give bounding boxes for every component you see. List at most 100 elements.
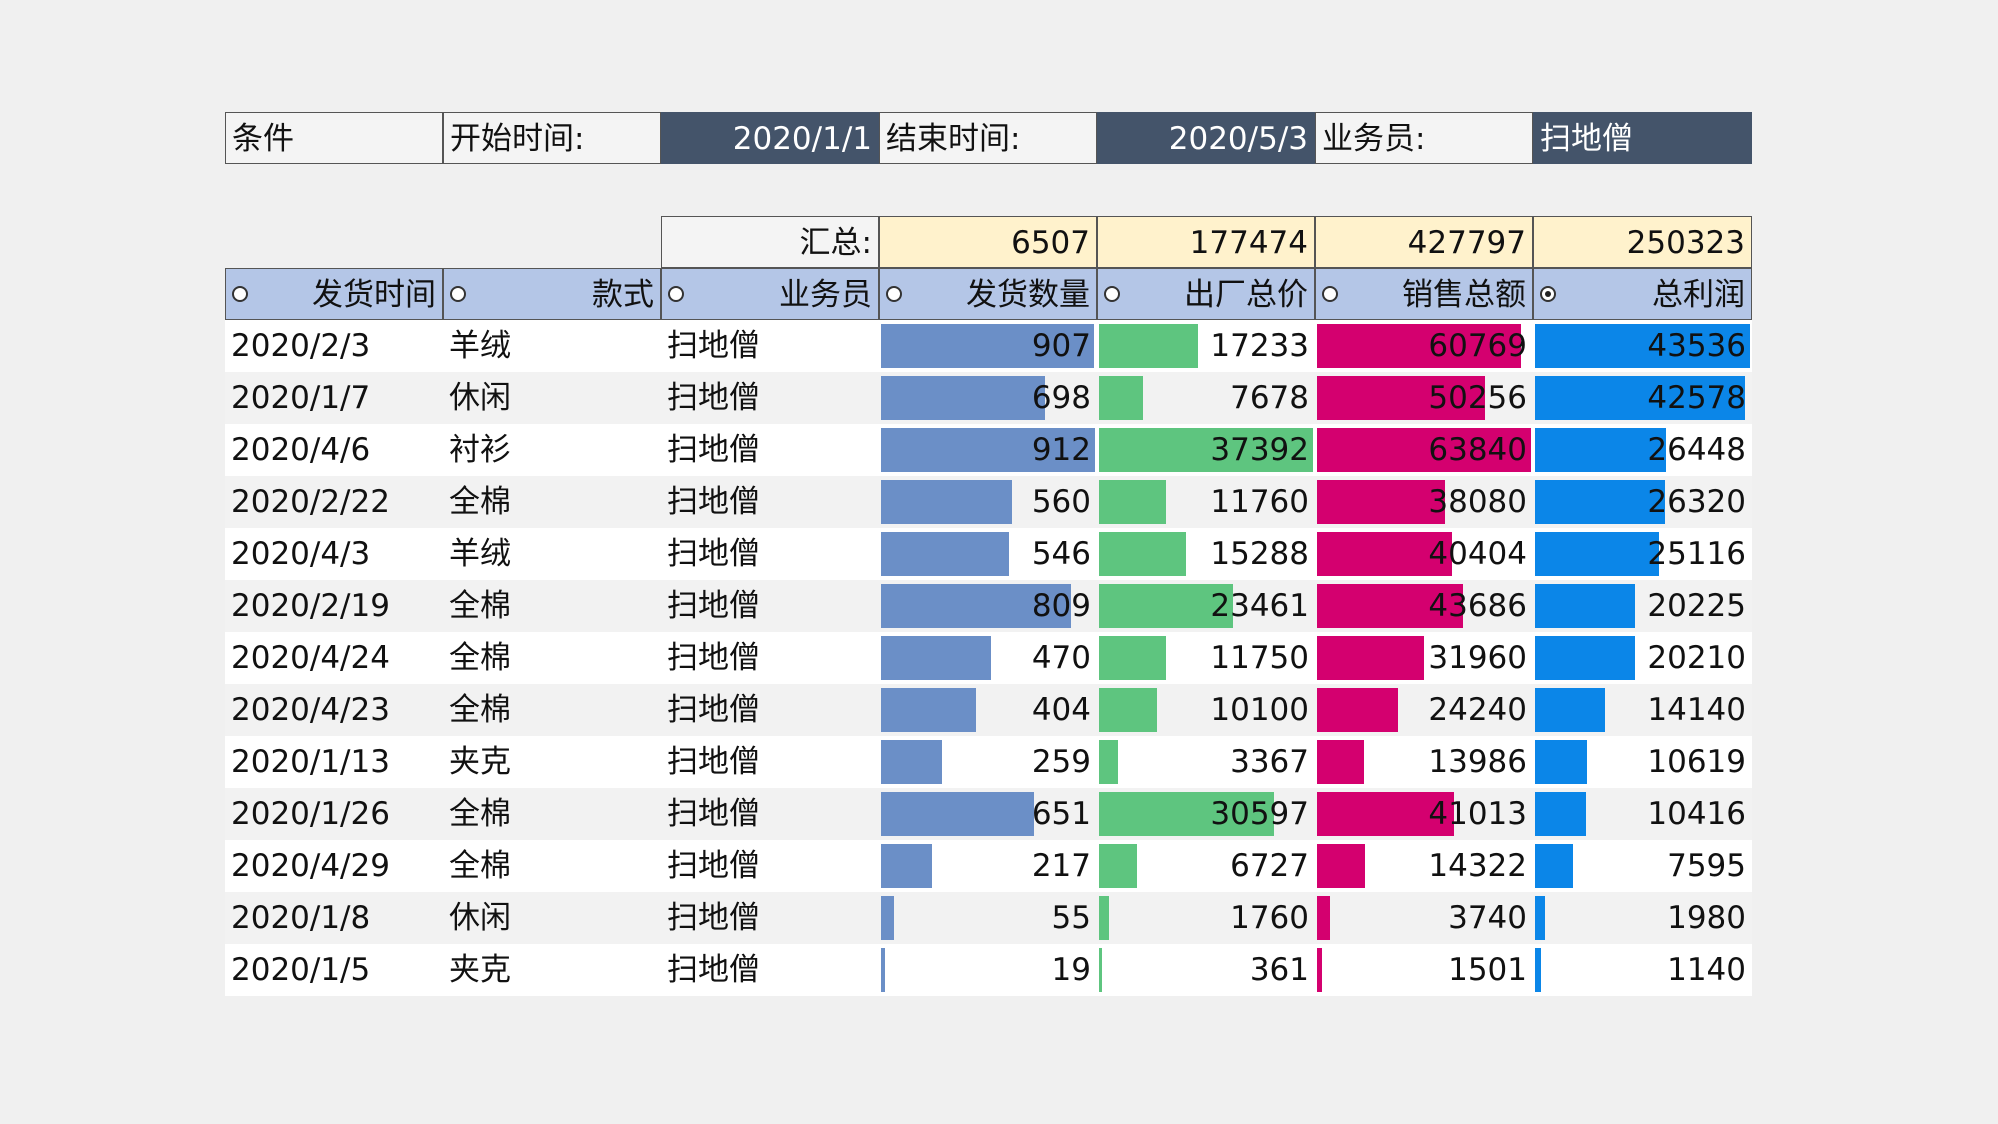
data-bar-sales xyxy=(1317,480,1445,524)
cell-cost: 15288 xyxy=(1097,528,1315,580)
cell-staff: 扫地僧 xyxy=(667,796,760,832)
data-bar-sales xyxy=(1317,688,1398,732)
summary-sales: 427797 xyxy=(1315,216,1533,268)
cell-style: 全棉 xyxy=(449,796,511,832)
header-profit[interactable]: 总利润 xyxy=(1533,268,1752,320)
cell-style: 全棉 xyxy=(449,848,511,884)
cell-style: 全棉 xyxy=(449,692,511,728)
header-qty[interactable]: 发货数量 xyxy=(879,268,1097,320)
cell-staff: 扫地僧 xyxy=(667,848,760,884)
data-bar-cost xyxy=(1099,584,1233,628)
header-sales[interactable]: 销售总额 xyxy=(1315,268,1533,320)
cell-date: 2020/4/3 xyxy=(231,536,371,572)
cell-staff: 扫地僧 xyxy=(667,380,760,416)
cell-qty: 19 xyxy=(879,944,1097,996)
cell-profit: 20225 xyxy=(1533,580,1752,632)
data-bar-cost xyxy=(1099,636,1166,680)
cell-date: 2020/4/23 xyxy=(231,692,390,728)
sort-radio-sales[interactable] xyxy=(1322,286,1338,302)
data-bar-profit xyxy=(1535,584,1635,628)
condition-row: 条件 开始时间: 2020/1/1 结束时间: 2020/5/3 业务员: 扫地… xyxy=(225,112,1752,164)
table-row: 2020/4/23 全棉 扫地僧 404 10100 24240 14140 xyxy=(225,684,1752,736)
sort-radio-style[interactable] xyxy=(450,286,466,302)
end-time-input[interactable]: 2020/5/3 xyxy=(1097,112,1315,164)
data-bar-cost xyxy=(1099,740,1118,784)
cell-cost: 3367 xyxy=(1097,736,1315,788)
cell-sales: 50256 xyxy=(1315,372,1533,424)
header-style[interactable]: 款式 xyxy=(443,268,661,320)
data-bar-cost xyxy=(1099,428,1313,472)
cell-staff: 扫地僧 xyxy=(667,692,760,728)
cell-profit: 10416 xyxy=(1533,788,1752,840)
start-time-input[interactable]: 2020/1/1 xyxy=(661,112,879,164)
cell-profit: 42578 xyxy=(1533,372,1752,424)
summary-profit: 250323 xyxy=(1533,216,1752,268)
cell-cost: 37392 xyxy=(1097,424,1315,476)
data-bar-profit xyxy=(1535,688,1605,732)
cell-sales: 24240 xyxy=(1315,684,1533,736)
cell-cost: 10100 xyxy=(1097,684,1315,736)
sort-radio-profit[interactable] xyxy=(1540,286,1556,302)
data-bar-sales xyxy=(1317,896,1330,940)
header-cost[interactable]: 出厂总价 xyxy=(1097,268,1315,320)
data-bar-profit xyxy=(1535,948,1541,992)
data-bar-qty xyxy=(881,532,1009,576)
cell-date: 2020/2/22 xyxy=(231,484,390,520)
cell-profit: 20210 xyxy=(1533,632,1752,684)
data-bar-profit xyxy=(1535,896,1545,940)
data-bar-qty xyxy=(881,428,1095,472)
data-bar-qty xyxy=(881,792,1034,836)
data-bar-qty xyxy=(881,896,894,940)
cell-date: 2020/4/24 xyxy=(231,640,390,676)
cell-date: 2020/2/19 xyxy=(231,588,390,624)
data-bar-sales xyxy=(1317,324,1521,368)
cell-profit: 14140 xyxy=(1533,684,1752,736)
cell-staff: 扫地僧 xyxy=(667,588,760,624)
cell-date: 2020/4/29 xyxy=(231,848,390,884)
cell-staff: 扫地僧 xyxy=(667,328,760,364)
table-row: 2020/4/6 衬衫 扫地僧 912 37392 63840 26448 xyxy=(225,424,1752,476)
table-row: 2020/2/3 羊绒 扫地僧 907 17233 60769 43536 xyxy=(225,320,1752,372)
table-row: 2020/4/29 全棉 扫地僧 217 6727 14322 7595 xyxy=(225,840,1752,892)
cell-sales: 60769 xyxy=(1315,320,1533,372)
cell-style: 羊绒 xyxy=(449,328,511,364)
cell-staff: 扫地僧 xyxy=(667,744,760,780)
table-row: 2020/1/7 休闲 扫地僧 698 7678 50256 42578 xyxy=(225,372,1752,424)
sort-radio-date[interactable] xyxy=(232,286,248,302)
cell-cost: 30597 xyxy=(1097,788,1315,840)
cell-date: 2020/1/13 xyxy=(231,744,390,780)
data-bar-sales xyxy=(1317,584,1463,628)
sort-radio-cost[interactable] xyxy=(1104,286,1120,302)
data-bar-cost xyxy=(1099,480,1166,524)
summary-qty: 6507 xyxy=(879,216,1097,268)
header-date[interactable]: 发货时间 xyxy=(225,268,443,320)
cell-cost: 361 xyxy=(1097,944,1315,996)
summary-row: 汇总: 6507 177474 427797 250323 xyxy=(225,216,1752,268)
data-bar-cost xyxy=(1099,792,1274,836)
data-bar-profit xyxy=(1535,324,1750,368)
cell-profit: 43536 xyxy=(1533,320,1752,372)
cell-sales: 43686 xyxy=(1315,580,1533,632)
data-bar-sales xyxy=(1317,740,1364,784)
header-staff[interactable]: 业务员 xyxy=(661,268,879,320)
cell-cost: 11760 xyxy=(1097,476,1315,528)
cell-style: 休闲 xyxy=(449,380,511,416)
cell-staff: 扫地僧 xyxy=(667,536,760,572)
sort-radio-qty[interactable] xyxy=(886,286,902,302)
data-bar-qty xyxy=(881,740,942,784)
staff-input[interactable]: 扫地僧 xyxy=(1533,112,1752,164)
table-row: 2020/1/8 休闲 扫地僧 55 1760 3740 1980 xyxy=(225,892,1752,944)
cell-qty: 404 xyxy=(879,684,1097,736)
cell-cost: 6727 xyxy=(1097,840,1315,892)
cell-sales: 41013 xyxy=(1315,788,1533,840)
cell-qty: 470 xyxy=(879,632,1097,684)
cell-style: 羊绒 xyxy=(449,536,511,572)
cell-style: 全棉 xyxy=(449,588,511,624)
sort-radio-staff[interactable] xyxy=(668,286,684,302)
cell-qty: 55 xyxy=(879,892,1097,944)
cell-date: 2020/1/8 xyxy=(231,900,371,936)
data-bar-qty xyxy=(881,584,1071,628)
data-bar-cost xyxy=(1099,376,1143,420)
data-bar-profit xyxy=(1535,428,1666,472)
cell-style: 全棉 xyxy=(449,640,511,676)
